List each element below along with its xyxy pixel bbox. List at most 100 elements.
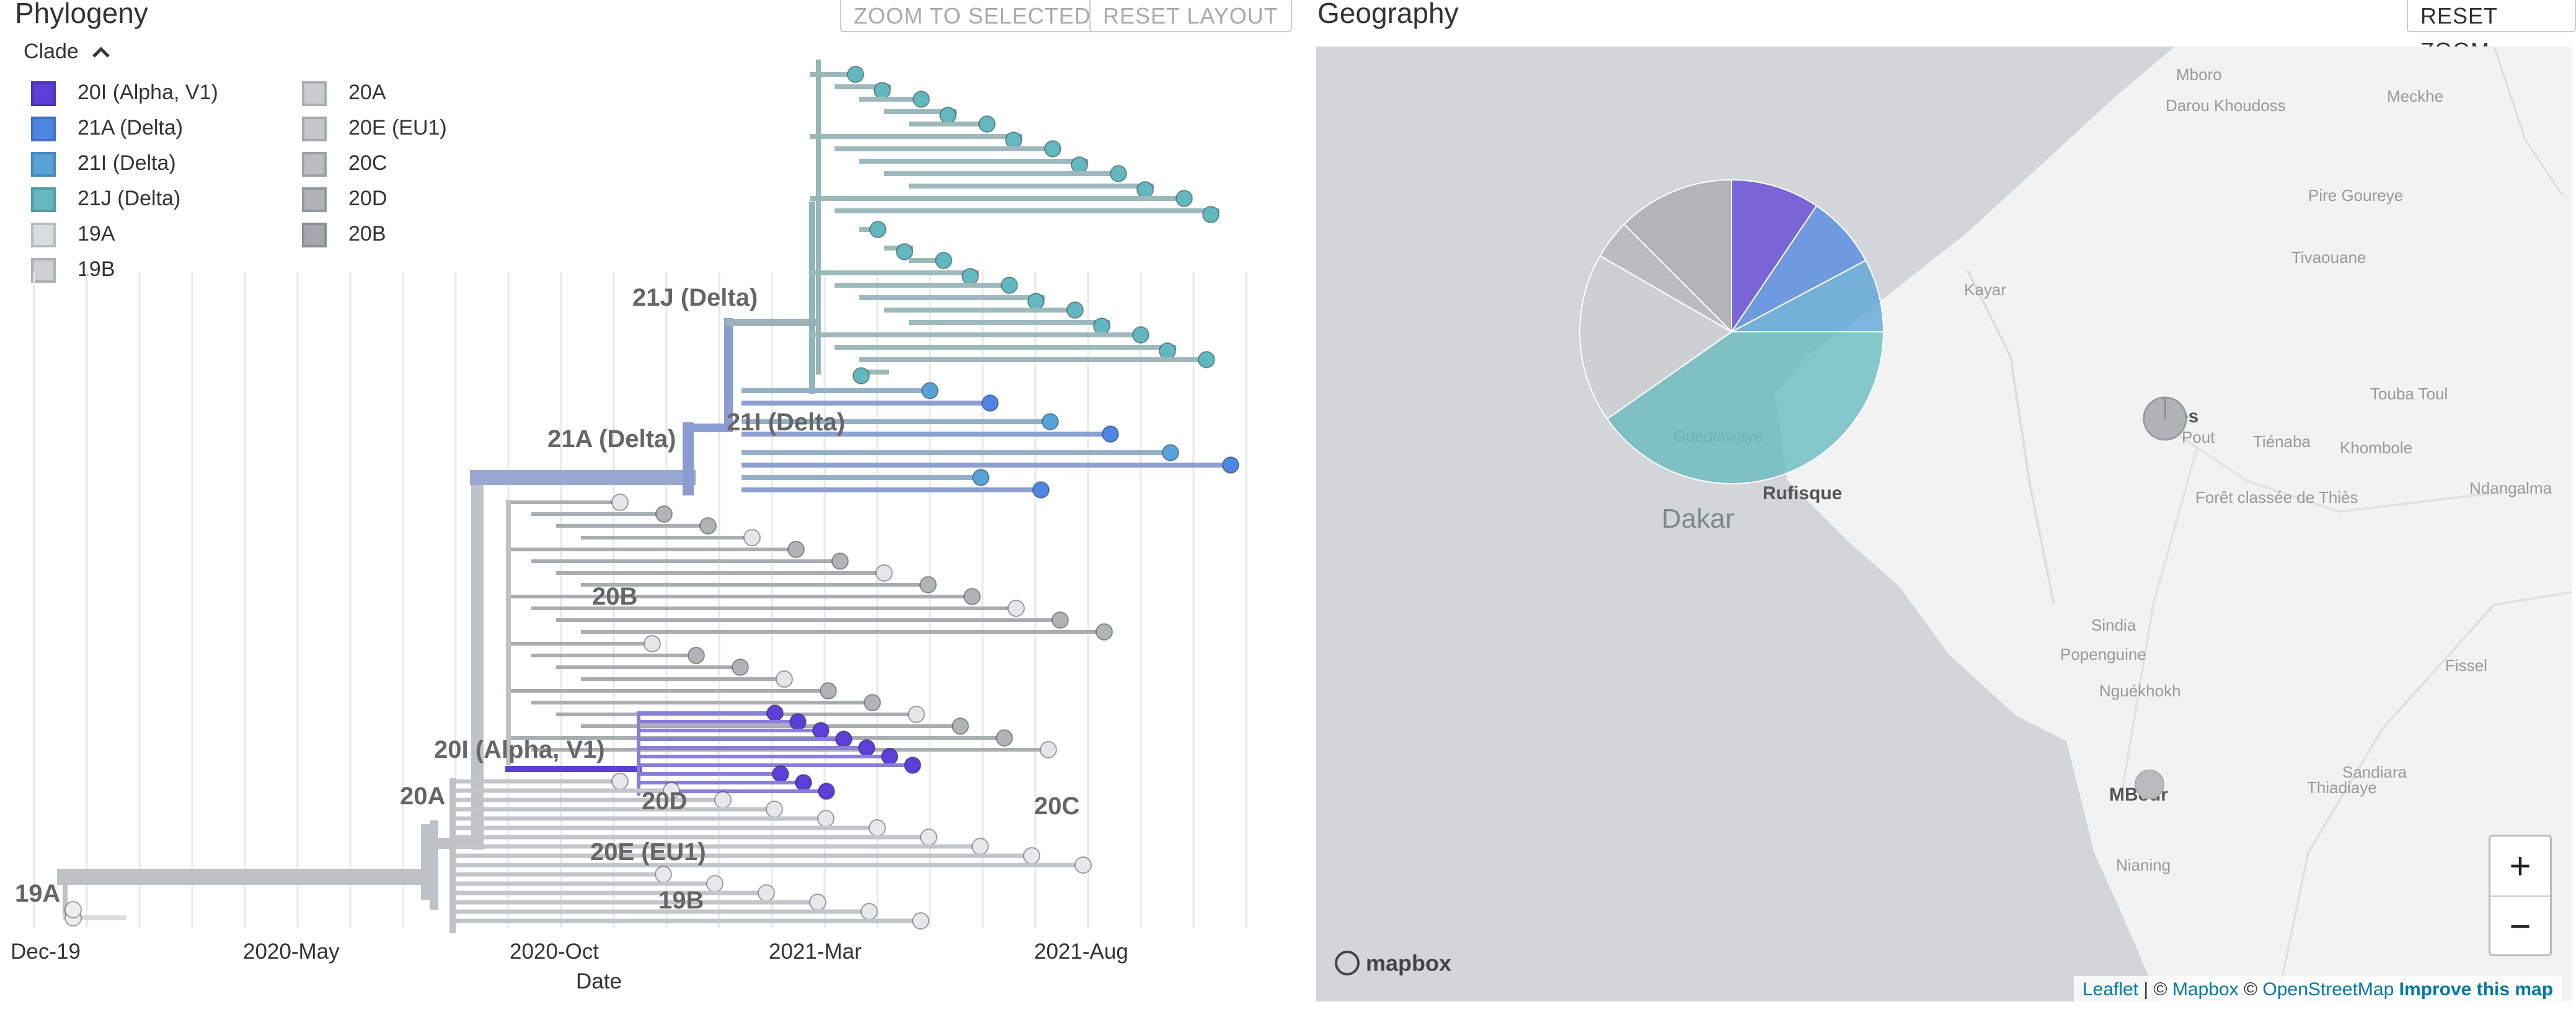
legend-swatch bbox=[302, 152, 327, 177]
tip-node bbox=[706, 875, 724, 892]
legend-swatch bbox=[302, 187, 327, 212]
tip-node bbox=[869, 221, 887, 238]
tip-node bbox=[1074, 856, 1092, 874]
map-zoom-control: + − bbox=[2489, 835, 2552, 956]
tip-node bbox=[732, 659, 749, 676]
legend-label: 20I (Alpha, V1) bbox=[77, 81, 218, 104]
axis-tick: 2020-Oct bbox=[510, 939, 599, 964]
legend-swatch bbox=[31, 258, 56, 283]
map-place-label: Mboro bbox=[2176, 65, 2222, 84]
legend-label: 20B bbox=[348, 222, 386, 246]
tip-node bbox=[817, 810, 834, 827]
map-attribution: Leaflet | © Mapbox © OpenStreetMap Impro… bbox=[2074, 976, 2562, 1003]
legend-toggle[interactable]: Clade bbox=[24, 40, 110, 64]
map-place-label: Kayar bbox=[1964, 280, 2006, 299]
tip-node bbox=[1132, 326, 1149, 344]
map-place-label: Sandiara bbox=[2342, 763, 2407, 781]
clade-label: 20B bbox=[592, 583, 638, 610]
map-place-label: Khombole bbox=[2340, 438, 2413, 457]
tip-node bbox=[996, 729, 1013, 747]
tip-node bbox=[611, 494, 629, 511]
legend-label: 21I (Delta) bbox=[77, 151, 176, 175]
tip-node bbox=[963, 588, 981, 605]
reset-zoom-button[interactable]: RESET ZOOM bbox=[2407, 0, 2576, 63]
osm-link[interactable]: OpenStreetMap bbox=[2262, 979, 2394, 1000]
map-place-label: Fissel bbox=[2445, 656, 2487, 675]
tip-node bbox=[1066, 301, 1084, 319]
map-place-label: Dakar bbox=[1662, 504, 1735, 534]
tip-node bbox=[1198, 351, 1215, 368]
zoom-in-button[interactable]: + bbox=[2509, 845, 2531, 887]
map-place-label: Pout bbox=[2182, 428, 2215, 446]
tip-node bbox=[939, 107, 957, 124]
tip-node bbox=[1040, 741, 1057, 758]
tip-node bbox=[714, 791, 732, 809]
tip-node bbox=[655, 866, 672, 883]
map-place-label: Sindia bbox=[2091, 616, 2136, 634]
mapbox-text: mapbox bbox=[1366, 950, 1452, 976]
reset-layout-button[interactable]: RESET LAYOUT bbox=[1089, 0, 1292, 32]
tip-node bbox=[772, 765, 789, 783]
legend-label: 20E (EU1) bbox=[348, 116, 447, 140]
pie-slice bbox=[1731, 179, 1818, 334]
pie-slice bbox=[1579, 255, 1733, 420]
map-place-label: Meckhe bbox=[2387, 87, 2444, 105]
tip-node bbox=[812, 722, 830, 739]
thies-marker[interactable] bbox=[2140, 394, 2190, 443]
tip-node bbox=[972, 838, 989, 855]
tip-node bbox=[1093, 318, 1110, 335]
legend-swatch bbox=[31, 187, 56, 212]
zoom-out-button[interactable]: − bbox=[2490, 895, 2550, 956]
legend-label: 19A bbox=[77, 222, 115, 246]
tip-node bbox=[1044, 140, 1061, 158]
tip-node bbox=[1175, 190, 1193, 207]
tip-node bbox=[874, 82, 891, 99]
tip-node bbox=[920, 828, 937, 846]
tip-node bbox=[904, 757, 921, 774]
tip-node bbox=[699, 517, 717, 535]
tip-node bbox=[913, 91, 930, 108]
tip-node bbox=[818, 783, 835, 800]
clade-label: 19A bbox=[15, 880, 61, 907]
dakar-pie-chart[interactable] bbox=[1546, 146, 1918, 518]
mapbox-logo[interactable]: mapbox bbox=[1335, 949, 1451, 976]
attrib-sep: © bbox=[2238, 979, 2263, 1000]
tip-node bbox=[809, 894, 826, 911]
legend-label: 21A (Delta) bbox=[77, 116, 184, 140]
leaflet-link[interactable]: Leaflet bbox=[2082, 979, 2139, 1000]
clade-label: 21I (Delta) bbox=[727, 409, 846, 436]
zoom-to-selected-button[interactable]: ZOOM TO SELECTED bbox=[840, 0, 1105, 32]
clade-label: 20D bbox=[642, 788, 688, 815]
tip-node bbox=[981, 394, 999, 412]
legend-label: 20C bbox=[348, 151, 387, 175]
axis-tick: 2021-Aug bbox=[1034, 939, 1128, 964]
legend-title: Clade bbox=[24, 40, 79, 63]
tip-node bbox=[952, 717, 969, 735]
attrib-sep: | © bbox=[2138, 979, 2172, 1000]
improve-map-link[interactable]: Improve this map bbox=[2399, 979, 2554, 1000]
mapbox-link[interactable]: Mapbox bbox=[2172, 979, 2239, 1000]
map-place-label: Tivaouane bbox=[2291, 248, 2366, 267]
phylogeny-title: Phylogeny bbox=[15, 0, 148, 29]
tip-node bbox=[743, 529, 761, 546]
tip-node bbox=[820, 682, 837, 699]
map-place-label: Rufisque bbox=[1763, 483, 1843, 504]
axis-tick: 2021-Mar bbox=[769, 939, 862, 964]
map[interactable]: Mboro Darou Khoudoss Meckhe Pire Goureye Tiv… bbox=[1316, 47, 2572, 1001]
map-place-label: Tiénaba bbox=[2253, 432, 2311, 451]
tip-node bbox=[881, 748, 898, 765]
axis-tick: 2020-May bbox=[243, 939, 340, 964]
mbour-marker[interactable] bbox=[2131, 766, 2168, 803]
tip-node bbox=[864, 694, 881, 711]
map-place-label: Nguékhokh bbox=[2099, 682, 2181, 700]
map-place-label: Popenguine bbox=[2060, 645, 2146, 664]
map-place-label: Ndangalma bbox=[2469, 479, 2552, 497]
tip-node bbox=[1051, 611, 1069, 629]
tip-node bbox=[908, 706, 925, 723]
clade-label: 20E (EU1) bbox=[590, 838, 706, 866]
tip-node bbox=[787, 541, 805, 558]
tip-node bbox=[1007, 600, 1025, 617]
clade-label: 21A (Delta) bbox=[547, 425, 676, 453]
tip-node bbox=[861, 903, 878, 920]
tip-node bbox=[789, 713, 807, 731]
